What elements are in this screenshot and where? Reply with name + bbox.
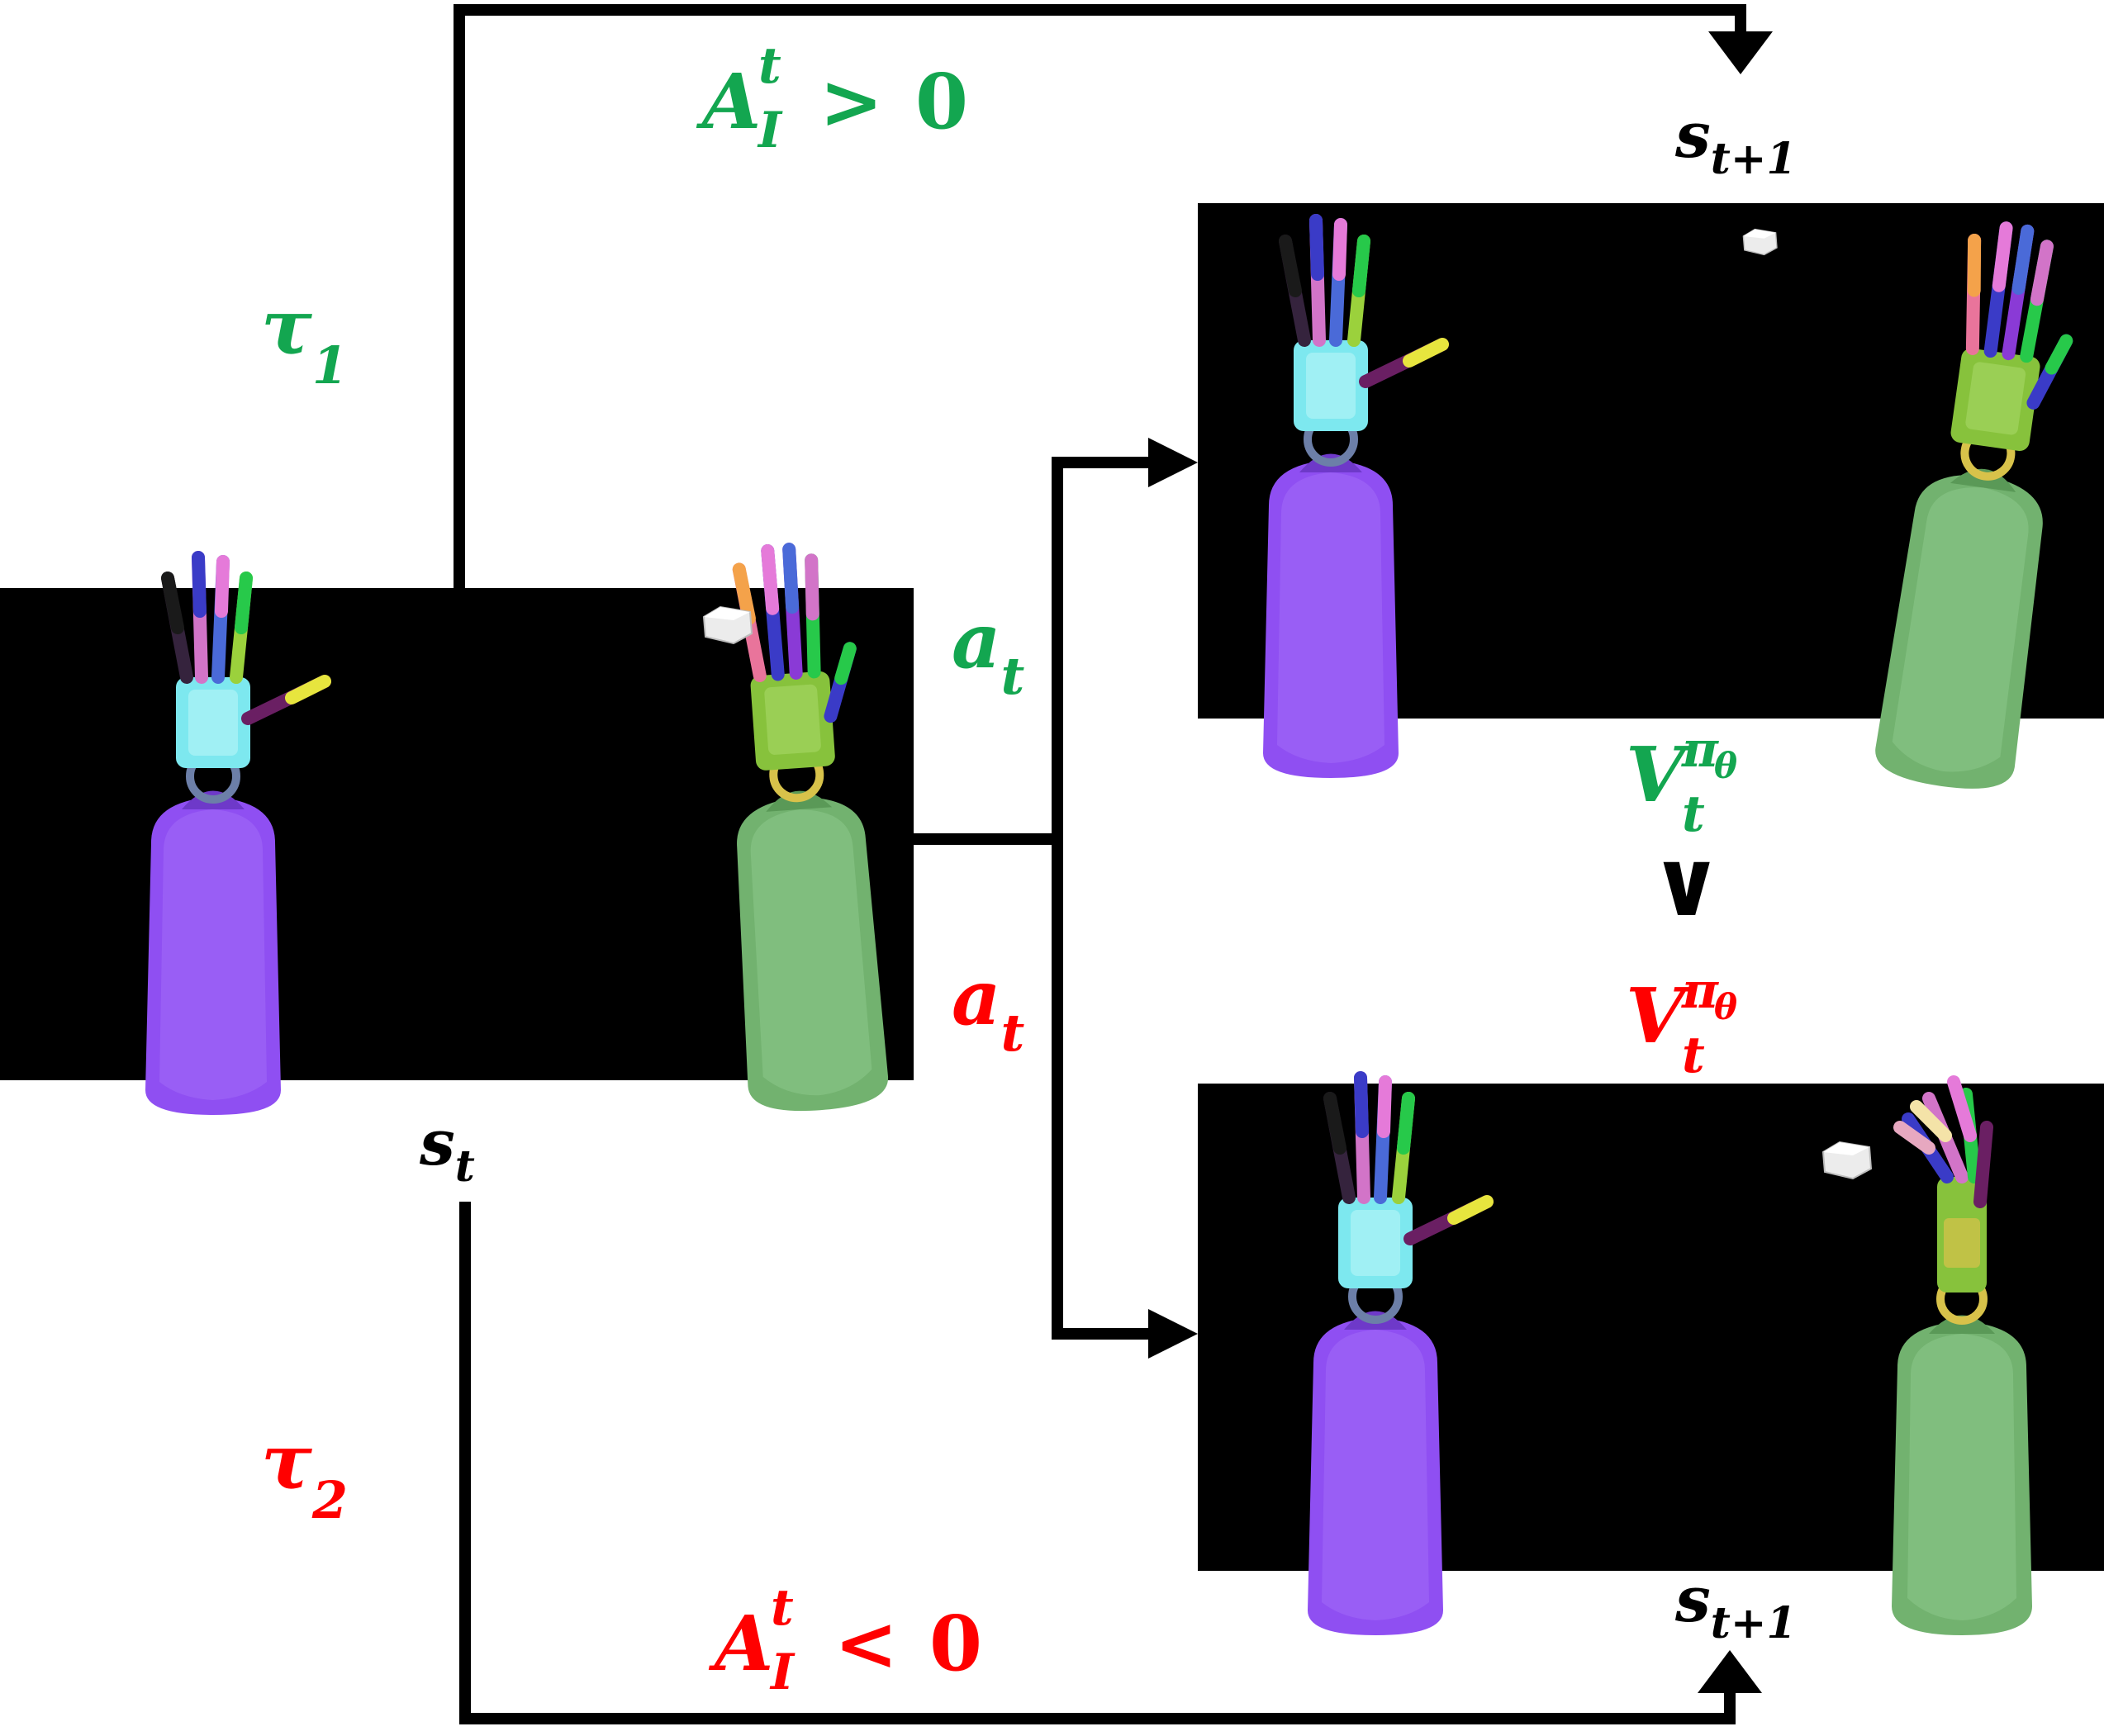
- top-trajectory-line: [454, 4, 1746, 588]
- state-label-current: st: [419, 1106, 475, 1192]
- svg-text:<: <: [834, 1599, 898, 1688]
- trajectory-label-good: τ1: [261, 282, 348, 396]
- svg-text:V: V: [1626, 971, 1692, 1060]
- trajectory-label-bad: τ2: [261, 1417, 348, 1530]
- value-label-bad: V π θ t: [1626, 962, 1737, 1084]
- white-cube-icon: [1742, 228, 1778, 256]
- svg-text:θ: θ: [1714, 746, 1737, 786]
- right-arrow-icon: [1148, 1309, 1198, 1359]
- svg-text:0: 0: [929, 1599, 982, 1688]
- white-cube-icon: [1822, 1141, 1872, 1179]
- svg-text:t: t: [771, 1579, 794, 1637]
- advantage-label-good: A t I > 0: [696, 37, 968, 159]
- svg-text:π: π: [1681, 721, 1719, 779]
- action-branch-good: [1052, 457, 1152, 1340]
- up-arrow-icon: [1698, 1650, 1762, 1693]
- state-label-next-good: st+1: [1674, 98, 1797, 184]
- state-panel-next-good: [1198, 203, 2104, 796]
- svg-text:0: 0: [915, 57, 968, 146]
- value-label-good: V π θ t: [1626, 721, 1737, 843]
- down-arrow-icon: [1708, 31, 1773, 74]
- svg-text:t: t: [1682, 1027, 1705, 1084]
- advantage-label-bad: A t I < 0: [708, 1579, 982, 1701]
- svg-text:t: t: [1682, 785, 1705, 843]
- state-label-next-bad: st+1: [1674, 1563, 1797, 1648]
- action-label-bad: at: [952, 953, 1025, 1063]
- value-comparison-symbol: ∨: [1650, 830, 1723, 937]
- right-arrow-icon: [1148, 438, 1198, 487]
- svg-text:I: I: [769, 1644, 796, 1701]
- action-label-good: at: [952, 596, 1025, 706]
- svg-text:t: t: [758, 37, 781, 95]
- state-panel-current: [0, 545, 914, 1115]
- connector-lines: [454, 4, 1746, 1724]
- bottom-trajectory-line: [459, 1202, 1736, 1724]
- svg-text:A: A: [696, 57, 761, 146]
- svg-text:V: V: [1626, 730, 1692, 819]
- svg-text:θ: θ: [1714, 987, 1737, 1027]
- arrow-heads: [1148, 31, 1773, 1693]
- svg-text:π: π: [1681, 962, 1719, 1020]
- svg-text:A: A: [708, 1599, 773, 1688]
- svg-text:I: I: [757, 102, 783, 159]
- svg-text:>: >: [819, 57, 883, 146]
- state-panel-next-bad: [1198, 1078, 2104, 1635]
- white-cube-icon: [703, 606, 753, 644]
